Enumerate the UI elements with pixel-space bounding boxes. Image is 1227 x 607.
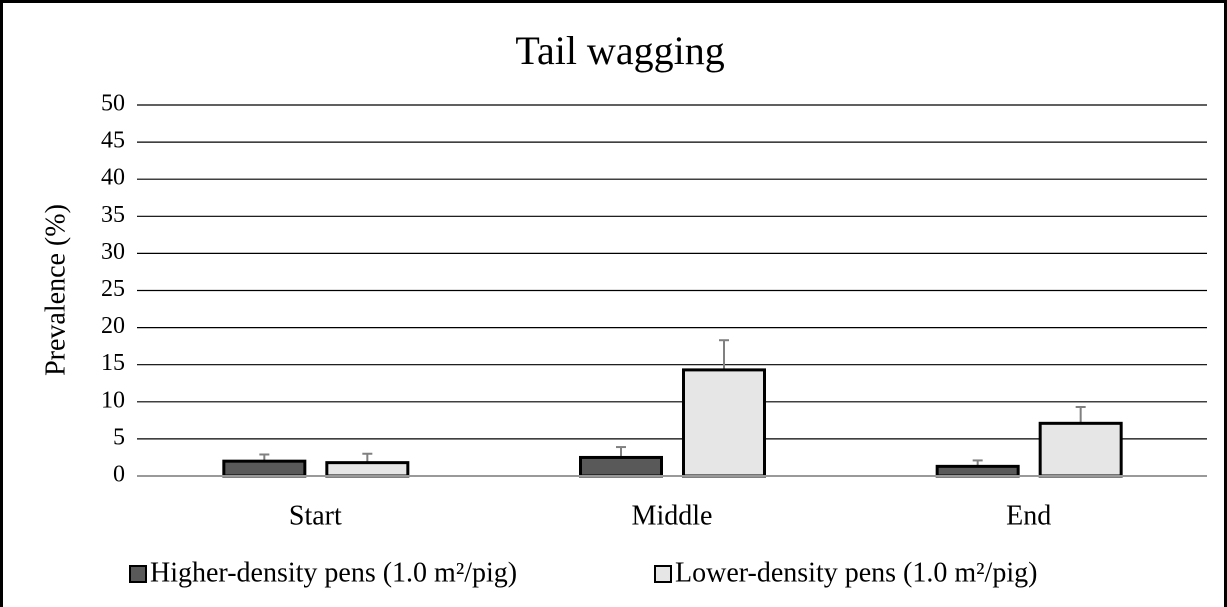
y-tick-label: 0 xyxy=(113,462,125,488)
y-tick-label: 5 xyxy=(113,424,125,450)
bar xyxy=(935,464,1020,478)
legend-swatch xyxy=(129,565,147,583)
y-tick-label: 50 xyxy=(101,91,125,117)
x-tick-label: Middle xyxy=(632,500,713,531)
legend-label: Higher-density pens (1.0 m²/pig) xyxy=(150,557,517,588)
bar xyxy=(579,455,663,478)
y-axis-label: Prevalence (%) xyxy=(40,204,71,376)
y-tick-label: 40 xyxy=(101,165,125,191)
legend-label: Lower-density pens (1.0 m²/pig) xyxy=(675,557,1037,588)
y-tick-label: 30 xyxy=(101,239,125,265)
bar xyxy=(1038,421,1123,478)
chart-title: Tail wagging xyxy=(515,28,724,73)
x-tick-label: End xyxy=(1006,500,1051,531)
bar xyxy=(222,459,307,478)
legend-swatch xyxy=(654,565,672,583)
bar xyxy=(325,461,410,478)
y-tick-label: 45 xyxy=(101,128,125,154)
y-tick-label: 20 xyxy=(101,313,125,339)
bar xyxy=(682,368,766,478)
y-tick-label: 25 xyxy=(101,276,125,302)
y-tick-label: 15 xyxy=(101,350,125,376)
x-tick-label: Start xyxy=(289,500,342,531)
y-tick-label: 10 xyxy=(101,387,125,413)
y-tick-label: 35 xyxy=(101,202,125,228)
